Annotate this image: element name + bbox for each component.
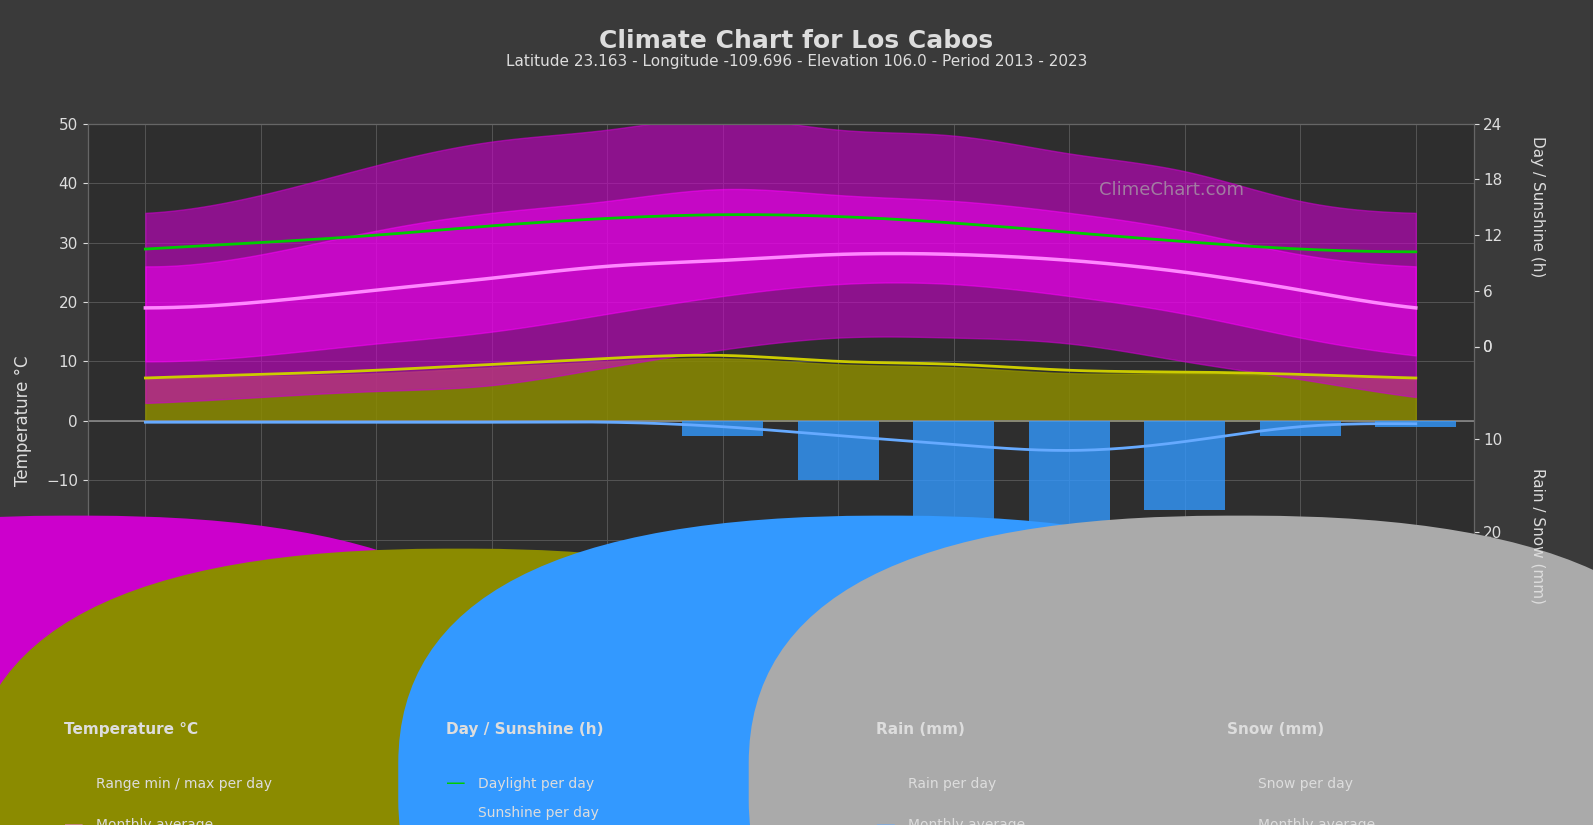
Bar bbox=[1144, 421, 1225, 510]
Text: ClimeChart.com: ClimeChart.com bbox=[199, 633, 344, 650]
Text: —: — bbox=[446, 774, 465, 794]
Bar bbox=[1375, 421, 1456, 427]
Text: ClimeChart.com: ClimeChart.com bbox=[1099, 181, 1244, 199]
Text: Sunshine per day: Sunshine per day bbox=[478, 806, 599, 819]
Text: Snow (mm): Snow (mm) bbox=[1227, 722, 1324, 738]
Bar bbox=[798, 421, 879, 480]
Text: Rain / Snow (mm): Rain / Snow (mm) bbox=[1531, 469, 1545, 604]
Bar bbox=[682, 421, 763, 436]
Text: —: — bbox=[1227, 815, 1246, 825]
Text: Daylight per day: Daylight per day bbox=[478, 777, 594, 790]
Text: Rain (mm): Rain (mm) bbox=[876, 722, 965, 738]
Text: Latitude 23.163 - Longitude -109.696 - Elevation 106.0 - Period 2013 - 2023: Latitude 23.163 - Longitude -109.696 - E… bbox=[507, 54, 1086, 68]
Bar bbox=[1029, 421, 1110, 658]
Text: Monthly average: Monthly average bbox=[1258, 818, 1376, 825]
Text: —: — bbox=[876, 815, 895, 825]
Text: Day / Sunshine (h): Day / Sunshine (h) bbox=[1531, 135, 1545, 277]
Text: Temperature °C: Temperature °C bbox=[64, 722, 198, 738]
Text: Monthly average: Monthly average bbox=[96, 818, 213, 825]
Text: Monthly average: Monthly average bbox=[908, 818, 1026, 825]
Text: Snow per day: Snow per day bbox=[1258, 777, 1354, 790]
Bar bbox=[913, 421, 994, 599]
Text: Range min / max per day: Range min / max per day bbox=[96, 777, 271, 790]
Bar bbox=[1260, 421, 1341, 436]
Text: © ClimeChart.com: © ClimeChart.com bbox=[1427, 807, 1545, 820]
Text: —: — bbox=[64, 815, 83, 825]
Text: Day / Sunshine (h): Day / Sunshine (h) bbox=[446, 722, 604, 738]
Y-axis label: Temperature °C: Temperature °C bbox=[14, 356, 32, 486]
Text: Rain per day: Rain per day bbox=[908, 777, 996, 790]
Text: Climate Chart for Los Cabos: Climate Chart for Los Cabos bbox=[599, 29, 994, 53]
